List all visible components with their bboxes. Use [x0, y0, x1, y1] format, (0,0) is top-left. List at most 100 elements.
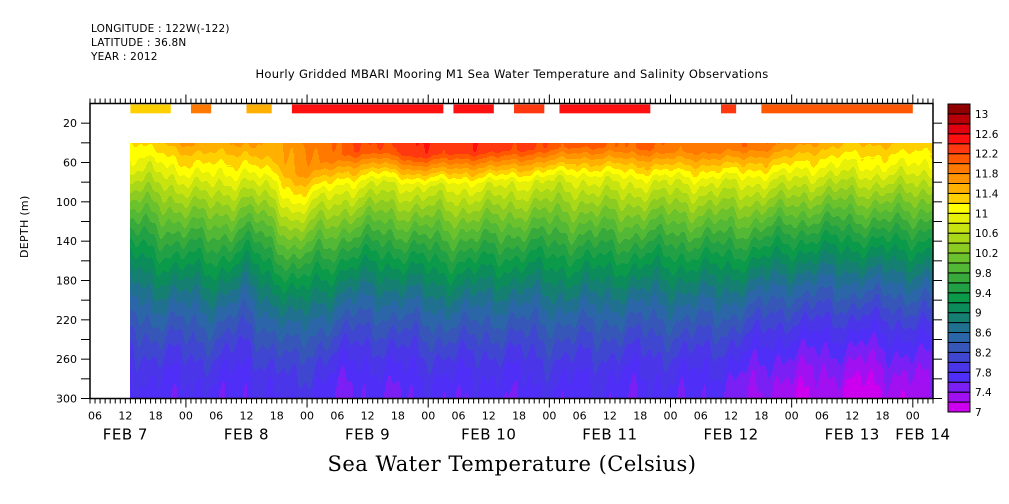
colorbar-bin — [947, 202, 971, 214]
x-day-label: FEB 10 — [461, 426, 516, 444]
x-tick-label: 00 — [785, 410, 799, 423]
colorbar-bin — [947, 252, 971, 264]
x-day-label: FEB 11 — [582, 426, 637, 444]
x-tick-label: 06 — [451, 410, 465, 423]
plot-frame — [89, 102, 934, 400]
colorbar-bin — [947, 361, 971, 373]
y-tick-label: 180 — [56, 275, 77, 288]
colorbar-tick-label: 8.6 — [975, 328, 992, 340]
y-axis: 20 60 100 140 180 220 260 300 — [56, 117, 942, 406]
colorbar-bin — [947, 292, 971, 304]
x-tick-label: 12 — [239, 410, 253, 423]
x-tick-label: 18 — [391, 410, 405, 423]
y-tick-label: 300 — [56, 393, 77, 406]
x-tick-label: 18 — [270, 410, 284, 423]
x-tick-label: 00 — [300, 410, 314, 423]
x-tick-label: 00 — [542, 410, 556, 423]
x-tick-label: 06 — [815, 410, 829, 423]
x-tick-label: 06 — [209, 410, 223, 423]
colorbar-tick-label: 10.6 — [975, 228, 999, 240]
colorbar-tick-label: 7.8 — [975, 367, 992, 379]
colorbar-bin — [947, 192, 971, 204]
surface-band-segment — [453, 104, 494, 114]
x-day-label: FEB 14 — [895, 426, 950, 444]
colorbar-tick-label: 9 — [975, 308, 982, 320]
colorbar-tick-label: 13 — [975, 109, 988, 121]
x-day-label: FEB 7 — [103, 426, 148, 444]
x-axis-label: Sea Water Temperature (Celsius) — [327, 452, 697, 476]
colorbar-bin — [947, 173, 971, 184]
x-day-label: FEB 9 — [345, 426, 390, 444]
colorbar-bin — [947, 302, 971, 314]
x-tick-label: 18 — [633, 410, 647, 423]
colorbar-bin — [947, 212, 971, 224]
x-day-label: FEB 8 — [224, 426, 269, 444]
colorbar: 7 7.4 7.8 8.2 8.6 9 9.4 9.8 10.2 10.6 11 11.4 11.8 12… — [947, 103, 999, 419]
x-tick-label: 18 — [149, 410, 163, 423]
colorbar-tick-label: 11.4 — [975, 188, 999, 200]
x-tick-label: 00 — [664, 410, 678, 423]
x-tick-label: 12 — [361, 410, 375, 423]
colorbar-bin — [947, 182, 971, 194]
colorbar-bin — [947, 351, 971, 363]
y-tick-label: 100 — [56, 196, 77, 209]
surface-band-segment — [514, 104, 545, 114]
colorbar-tick-label: 10.2 — [975, 248, 998, 260]
y-tick-label: 60 — [63, 157, 77, 170]
colorbar-bin — [947, 232, 971, 244]
colorbar-tick-label: 12.6 — [975, 129, 999, 141]
x-tick-label: 18 — [512, 410, 526, 423]
x-tick-label: 00 — [421, 410, 435, 423]
x-tick-label: 00 — [906, 410, 920, 423]
colorbar-bin — [947, 322, 971, 334]
colorbar-tick-label: 9.8 — [975, 268, 992, 280]
x-tick-label: 12 — [482, 410, 496, 423]
colorbar-bin — [947, 143, 971, 155]
surface-band-segment — [761, 104, 913, 114]
x-tick-label: 18 — [754, 410, 768, 423]
colorbar-bin — [947, 341, 971, 353]
colorbar-bin — [947, 103, 971, 115]
surface-band-segment — [291, 104, 444, 114]
x-day-label: FEB 13 — [825, 426, 880, 444]
x-tick-label: 06 — [88, 410, 102, 423]
y-tick-label: 20 — [63, 117, 77, 130]
colorbar-bin — [947, 332, 971, 343]
colorbar-bin — [947, 282, 971, 294]
x-tick-label: 06 — [694, 410, 708, 423]
colorbar-bin — [947, 401, 971, 413]
x-axis: 06 12 18 00 06 12 18 00 06 12 18 00 06 12 18 00 06 12 18 00… — [88, 94, 950, 444]
surface-band-segment — [190, 104, 212, 114]
x-tick-label: 18 — [876, 410, 890, 423]
colorbar-bin — [947, 113, 971, 125]
colorbar-bin — [947, 371, 971, 383]
surface-band — [130, 104, 913, 114]
x-tick-label: 00 — [179, 410, 193, 423]
colorbar-bin — [947, 381, 971, 393]
surface-band-segment — [720, 104, 737, 114]
y-tick-label: 140 — [56, 235, 77, 248]
colorbar-tick-label: 11.8 — [975, 169, 998, 181]
x-tick-label: 12 — [118, 410, 132, 423]
colorbar-tick-label: 11 — [975, 208, 988, 220]
x-tick-label: 06 — [573, 410, 587, 423]
colorbar-bin — [947, 242, 971, 254]
x-tick-label: 06 — [330, 410, 344, 423]
y-tick-label: 260 — [56, 353, 77, 366]
colorbar-tick-label: 7.4 — [975, 387, 992, 399]
colorbar-bin — [947, 262, 971, 274]
surface-band-segment — [559, 104, 651, 114]
surface-band-segment — [246, 104, 272, 114]
x-tick-label: 12 — [845, 410, 859, 423]
colorbar-tick-label: 12.2 — [975, 149, 998, 161]
colorbar-tick-label: 9.4 — [975, 288, 992, 300]
colorbar-bin — [947, 272, 971, 284]
colorbar-tick-label: 7 — [975, 407, 982, 419]
y-tick-label: 220 — [56, 314, 77, 327]
colorbar-bin — [947, 163, 971, 175]
x-tick-label: 12 — [603, 410, 617, 423]
colorbar-bin — [947, 391, 971, 403]
colorbar-tick-label: 8.2 — [975, 347, 992, 359]
